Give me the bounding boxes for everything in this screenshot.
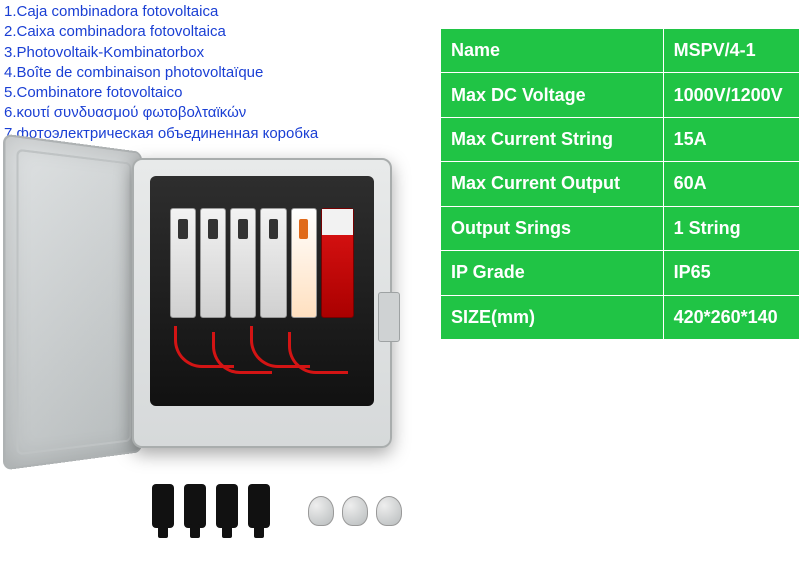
isolator-switch <box>291 208 317 318</box>
spec-table-body: NameMSPV/4-1Max DC Voltage1000V/1200VMax… <box>441 29 800 340</box>
spec-value: 420*260*140 <box>663 295 799 339</box>
spec-value: 1 String <box>663 206 799 250</box>
spec-value: 15A <box>663 117 799 161</box>
table-row: Output Srings1 String <box>441 206 800 250</box>
spec-label: Max Current Output <box>441 162 664 206</box>
mc4-connector <box>152 484 174 528</box>
translation-line: 6.κουτί συνδυασμού φωτοβολταϊκών <box>4 103 318 123</box>
translation-line: 4.Boîte de combinaison photovoltaïque <box>4 63 318 83</box>
product-illustration <box>2 152 432 522</box>
spec-label: Max Current String <box>441 117 664 161</box>
circuit-breaker <box>200 208 226 318</box>
table-row: Max DC Voltage1000V/1200V <box>441 73 800 117</box>
translation-list: 1.Caja combinadora fotovoltaica2.Caixa c… <box>4 2 318 144</box>
spec-label: Name <box>441 29 664 73</box>
cable-gland <box>376 496 402 526</box>
spec-value: MSPV/4-1 <box>663 29 799 73</box>
spec-label: SIZE(mm) <box>441 295 664 339</box>
enclosure-box <box>132 158 392 448</box>
spec-label: IP Grade <box>441 251 664 295</box>
cable-gland <box>308 496 334 526</box>
table-row: Max Current String15A <box>441 117 800 161</box>
translation-line: 3.Photovoltaik-Kombinatorbox <box>4 43 318 63</box>
mc4-connector <box>216 484 238 528</box>
spec-label: Max DC Voltage <box>441 73 664 117</box>
table-row: Max Current Output60A <box>441 162 800 206</box>
mc4-connectors <box>152 484 270 528</box>
circuit-breaker <box>170 208 196 318</box>
spec-table: NameMSPV/4-1Max DC Voltage1000V/1200VMax… <box>440 28 800 340</box>
translation-line: 2.Caixa combinadora fotovoltaica <box>4 22 318 42</box>
wires <box>172 326 352 396</box>
table-row: SIZE(mm)420*260*140 <box>441 295 800 339</box>
spec-value: 60A <box>663 162 799 206</box>
mc4-connector <box>248 484 270 528</box>
circuit-breaker <box>260 208 286 318</box>
circuit-breaker <box>230 208 256 318</box>
latch <box>378 292 400 342</box>
cable-gland <box>342 496 368 526</box>
surge-protector <box>321 208 354 318</box>
cable-glands <box>308 496 402 526</box>
table-row: NameMSPV/4-1 <box>441 29 800 73</box>
enclosure-interior <box>150 176 374 406</box>
enclosure-lid <box>3 134 142 471</box>
table-row: IP GradeIP65 <box>441 251 800 295</box>
translation-line: 1.Caja combinadora fotovoltaica <box>4 2 318 22</box>
translation-line: 5.Combinatore fotovoltaico <box>4 83 318 103</box>
spec-value: IP65 <box>663 251 799 295</box>
din-rail <box>170 198 354 318</box>
spec-value: 1000V/1200V <box>663 73 799 117</box>
mc4-connector <box>184 484 206 528</box>
spec-label: Output Srings <box>441 206 664 250</box>
